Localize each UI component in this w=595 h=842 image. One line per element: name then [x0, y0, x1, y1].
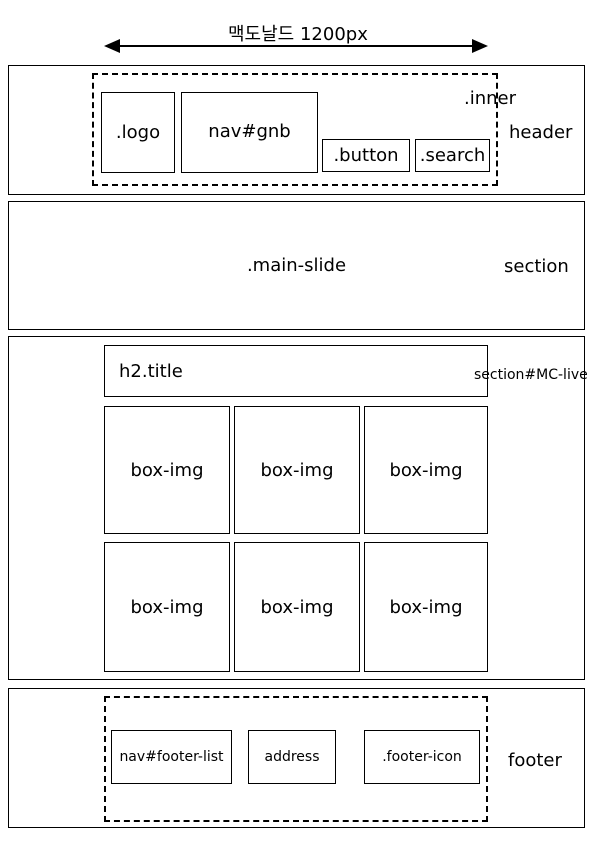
box-img: box-img: [234, 406, 360, 534]
main-slide-section: .main-slide: [8, 201, 585, 330]
header-block: [8, 65, 585, 195]
footer-list-box: nav#footer-list: [111, 730, 232, 784]
mc-live-section: [8, 336, 585, 680]
inner-container: [92, 73, 498, 186]
footer-inner-container: [104, 696, 488, 822]
width-label: 맥도날드 1200px: [228, 24, 368, 45]
footer-icon-box: .footer-icon: [364, 730, 480, 784]
address-box: address: [248, 730, 336, 784]
box-img: box-img: [364, 542, 488, 672]
inner-label: .inner: [464, 88, 517, 109]
width-arrow-icon: [104, 39, 488, 53]
box-img: box-img: [104, 542, 230, 672]
header-label: header: [509, 122, 573, 143]
box-img: box-img: [104, 406, 230, 534]
search-box: .search: [415, 139, 490, 172]
button-box: .button: [322, 139, 410, 172]
footer-block: [8, 688, 585, 828]
logo-box: .logo: [101, 92, 175, 173]
h2-title-box: h2.title: [104, 345, 488, 397]
footer-label: footer: [508, 750, 562, 771]
nav-gnb-box: nav#gnb: [181, 92, 318, 173]
box-img: box-img: [364, 406, 488, 534]
section-label: section: [504, 256, 569, 277]
mc-live-label: section#MC-live: [474, 367, 588, 383]
box-img: box-img: [234, 542, 360, 672]
